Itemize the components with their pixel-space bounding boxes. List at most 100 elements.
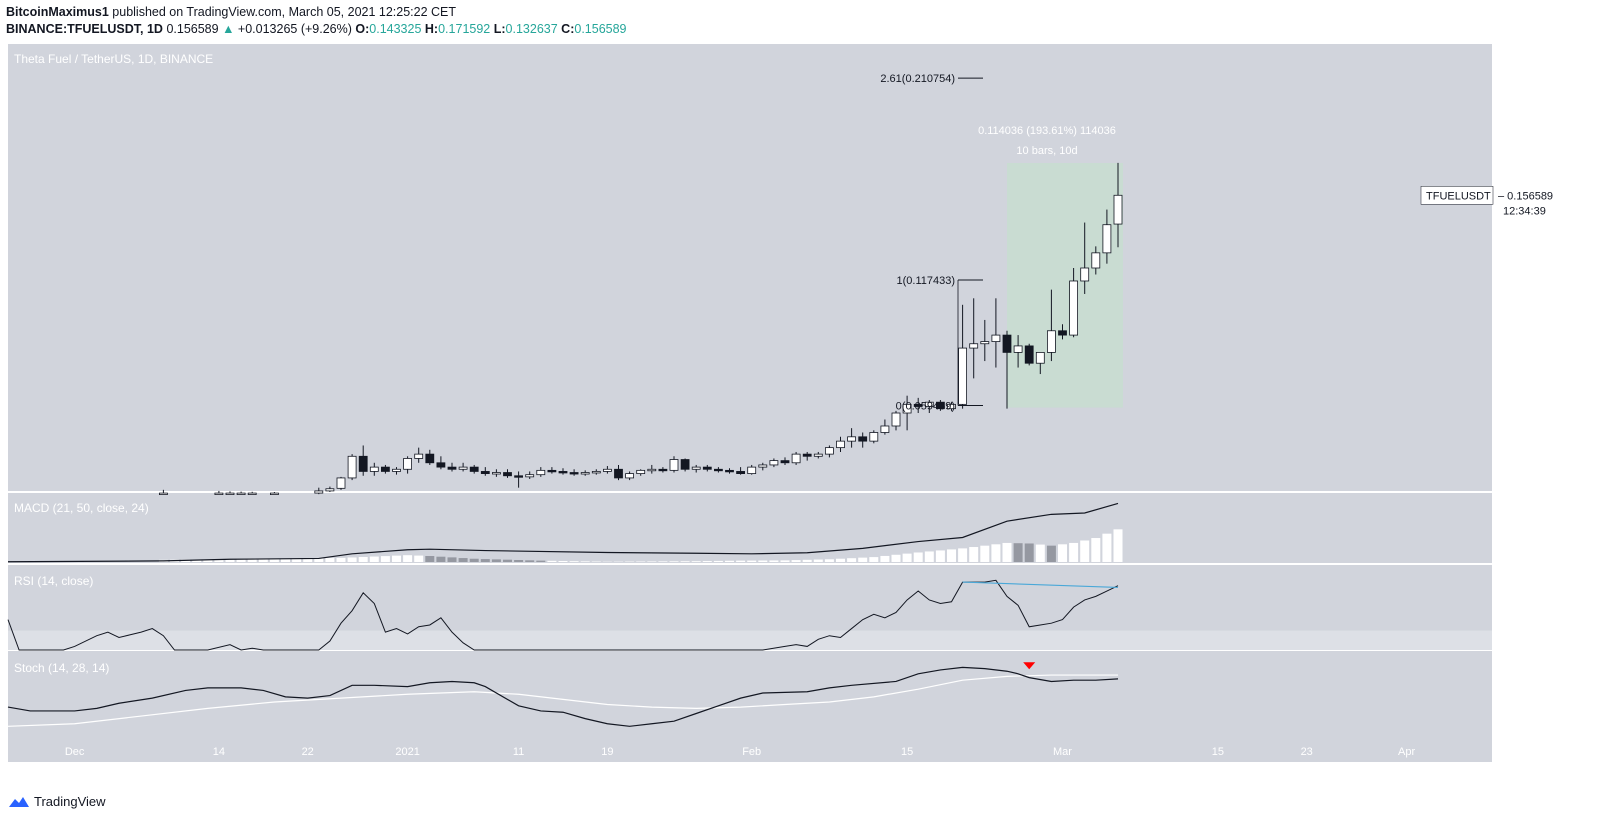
candle <box>514 475 523 478</box>
stoch-y-tick: 80.00 <box>1507 665 1535 677</box>
candle <box>714 468 723 472</box>
candle <box>891 412 901 427</box>
candle <box>403 458 413 470</box>
high-label: H: <box>424 22 439 36</box>
fib-level-label: 0(0.059469) <box>896 400 955 412</box>
candle <box>969 343 979 349</box>
candle <box>614 468 623 479</box>
macd-histogram-bar <box>958 548 968 562</box>
plot-background <box>8 44 1492 762</box>
macd-histogram-bar <box>702 561 712 562</box>
macd-histogram-bar <box>1002 542 1012 562</box>
macd-histogram-bar <box>669 561 679 562</box>
candle <box>247 492 257 495</box>
low-value: 0.132637 <box>505 22 558 36</box>
macd-histogram-bar <box>436 556 446 562</box>
macd-histogram-bar <box>747 560 757 562</box>
candle <box>1069 280 1078 336</box>
candle <box>991 334 1001 342</box>
y-tick-label: 0.040000 <box>1507 443 1553 455</box>
y-tick-label: 0.200000 <box>1507 96 1553 108</box>
macd-y-tick: 0.020000 <box>1507 503 1553 515</box>
chart-area[interactable]: Theta Fuel / TetherUS, 1D, BINANCE USDT0.… <box>0 44 1604 770</box>
macd-histogram-bar <box>847 558 857 562</box>
x-tick-label: Mar <box>1053 746 1072 758</box>
macd-histogram-bar <box>1024 543 1034 562</box>
macd-histogram-bar <box>758 560 768 562</box>
macd-histogram-bar <box>791 560 801 562</box>
macd-histogram-bar <box>269 558 279 562</box>
candle <box>736 471 745 475</box>
candle <box>980 341 990 345</box>
macd-histogram-bar <box>203 559 213 562</box>
candle <box>1080 267 1090 282</box>
x-tick-label: Feb <box>742 746 761 758</box>
macd-histogram-bar <box>525 560 535 562</box>
candle <box>336 477 346 489</box>
range-text-change: 0.114036 (193.61%) 114036 <box>978 125 1116 137</box>
x-tick-label: 23 <box>1301 746 1313 758</box>
macd-histogram-bar <box>547 560 557 562</box>
candle <box>269 492 279 495</box>
macd-histogram-bar <box>1113 529 1123 562</box>
macd-histogram-bar <box>1035 544 1045 562</box>
candle <box>1024 345 1034 364</box>
candle <box>458 466 468 470</box>
candle <box>591 471 601 474</box>
candle <box>1102 224 1112 254</box>
macd-histogram-bar <box>680 561 690 562</box>
candle <box>580 472 590 475</box>
candle <box>625 473 634 479</box>
candle <box>225 492 235 495</box>
candle <box>1002 334 1012 353</box>
candle <box>491 472 501 475</box>
macd-histogram-bar <box>836 558 845 562</box>
candle <box>1058 330 1067 336</box>
candle <box>358 455 368 472</box>
candle <box>858 436 868 442</box>
macd-histogram-bar <box>292 558 302 562</box>
candle <box>236 492 246 495</box>
chart-title: Theta Fuel / TetherUS, 1D, BINANCE <box>14 52 213 66</box>
macd-histogram-bar <box>369 556 379 562</box>
y-tick-label: 0.080000 <box>1507 356 1553 368</box>
candle <box>902 403 912 414</box>
macd-histogram-bar <box>880 555 890 562</box>
stoch-title: Stoch (14, 28, 14) <box>14 661 109 675</box>
last-price-label: – 0.156589 <box>1498 190 1553 202</box>
stoch-d-line <box>7 674 1118 727</box>
macd-histogram-bar <box>558 561 568 562</box>
macd-histogram-bar <box>1013 543 1023 562</box>
brand-name: TradingView <box>34 794 106 809</box>
up-arrow-icon: ▲ <box>222 22 235 36</box>
rsi-y-tick: 60.00 <box>1507 641 1535 653</box>
macd-histogram-bar <box>314 558 324 562</box>
macd-histogram-bar <box>1069 542 1079 562</box>
candle <box>547 469 557 473</box>
x-tick-label: Dec <box>65 746 85 758</box>
candle <box>636 469 646 475</box>
candle <box>725 469 734 473</box>
countdown-label: 12:34:39 <box>1503 205 1546 217</box>
macd-histogram-bar <box>225 559 235 562</box>
macd-histogram-bar <box>924 551 934 562</box>
publish-info: BitcoinMaximus1 published on TradingView… <box>6 5 456 19</box>
candle <box>369 466 379 472</box>
last-price-box <box>1495 186 1559 221</box>
symbol-line: BINANCE:TFUELUSDT, 1D <box>6 22 163 36</box>
macd-histogram-bar <box>935 550 945 562</box>
candle <box>1113 194 1123 225</box>
candle <box>558 471 568 474</box>
macd-histogram-bar <box>658 561 668 562</box>
y-tick-label: 0.100000 <box>1507 313 1553 325</box>
last-price: 0.156589 <box>166 22 219 36</box>
macd-histogram-bar <box>258 558 268 562</box>
macd-histogram-bar <box>414 555 424 562</box>
last-price-symbol-box <box>1420 186 1494 205</box>
fib-level-label: 2.61(0.210754) <box>880 73 955 85</box>
x-tick-label: 11 <box>513 746 524 758</box>
macd-histogram-bar <box>281 558 290 562</box>
candle <box>392 468 401 472</box>
candle <box>1035 352 1045 364</box>
macd-histogram-bar <box>891 554 901 562</box>
